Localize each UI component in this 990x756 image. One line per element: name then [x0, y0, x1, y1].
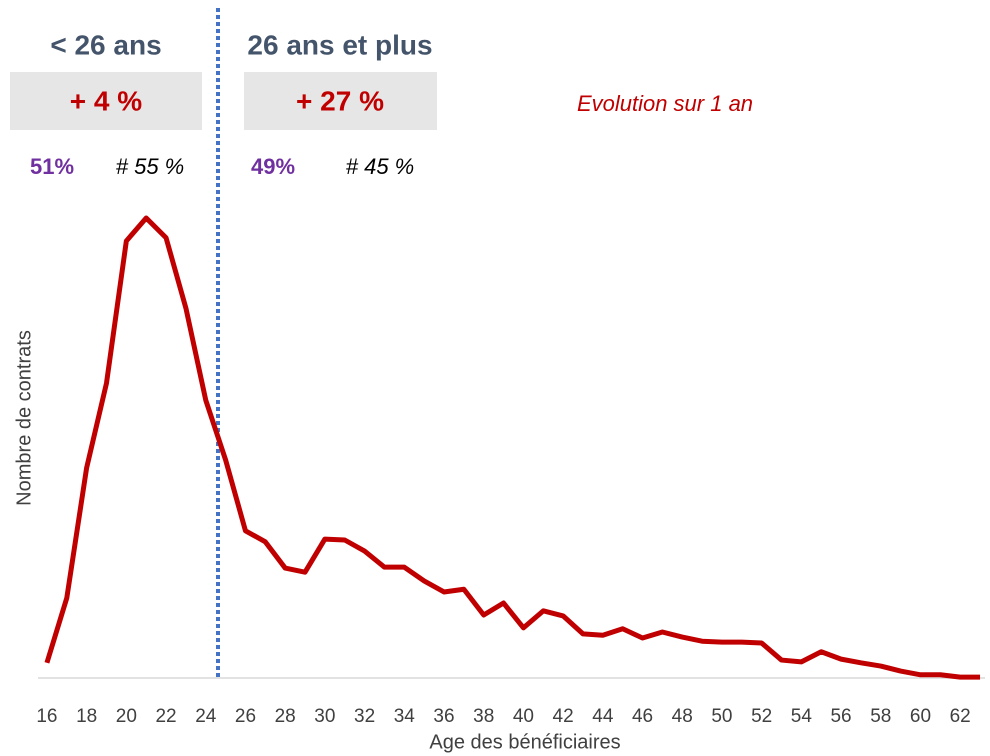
- x-tick-label: 40: [513, 706, 534, 727]
- x-tick-label: 32: [354, 706, 375, 727]
- group-box: [244, 72, 437, 130]
- x-tick-label: 34: [394, 706, 416, 727]
- x-tick-label: 20: [116, 706, 137, 727]
- group-box: [10, 72, 202, 130]
- x-tick-label: 62: [950, 706, 971, 727]
- share-label: 49%: [251, 154, 295, 179]
- x-tick-label: 46: [632, 706, 653, 727]
- x-tick-label: 56: [830, 706, 851, 727]
- x-tick-label: 60: [910, 706, 931, 727]
- x-tick-label: 58: [870, 706, 891, 727]
- x-tick-label: 22: [155, 706, 176, 727]
- x-tick-label: 28: [275, 706, 296, 727]
- change-note: Evolution sur 1 an: [577, 91, 753, 116]
- ref-label: # 45 %: [346, 154, 415, 179]
- x-axis-label: Age des bénéficiaires: [429, 731, 620, 753]
- x-tick-label: 48: [672, 706, 693, 727]
- x-tick-label: 18: [76, 706, 97, 727]
- x-tick-label: 42: [553, 706, 574, 727]
- share-label: 51%: [30, 154, 74, 179]
- x-tick-label: 52: [751, 706, 772, 727]
- ref-label: # 55 %: [116, 154, 185, 179]
- x-tick-label: 30: [314, 706, 335, 727]
- x-tick-label: 24: [195, 706, 217, 727]
- x-tick-label: 16: [36, 706, 57, 727]
- x-tick-label: 44: [592, 706, 614, 727]
- data-line: [44, 215, 981, 680]
- x-tick-label: 54: [791, 706, 813, 727]
- x-tick-label: 36: [433, 706, 454, 727]
- group-label: 26 ans et plus: [247, 29, 432, 60]
- change-label: + 27 %: [296, 85, 384, 116]
- group-label: < 26 ans: [50, 29, 161, 60]
- y-axis-label: Nombre de contrats: [13, 330, 35, 506]
- x-tick-label: 26: [235, 706, 256, 727]
- x-tick-label: 50: [711, 706, 732, 727]
- x-tick-label: 38: [473, 706, 494, 727]
- change-label: + 4 %: [70, 85, 142, 116]
